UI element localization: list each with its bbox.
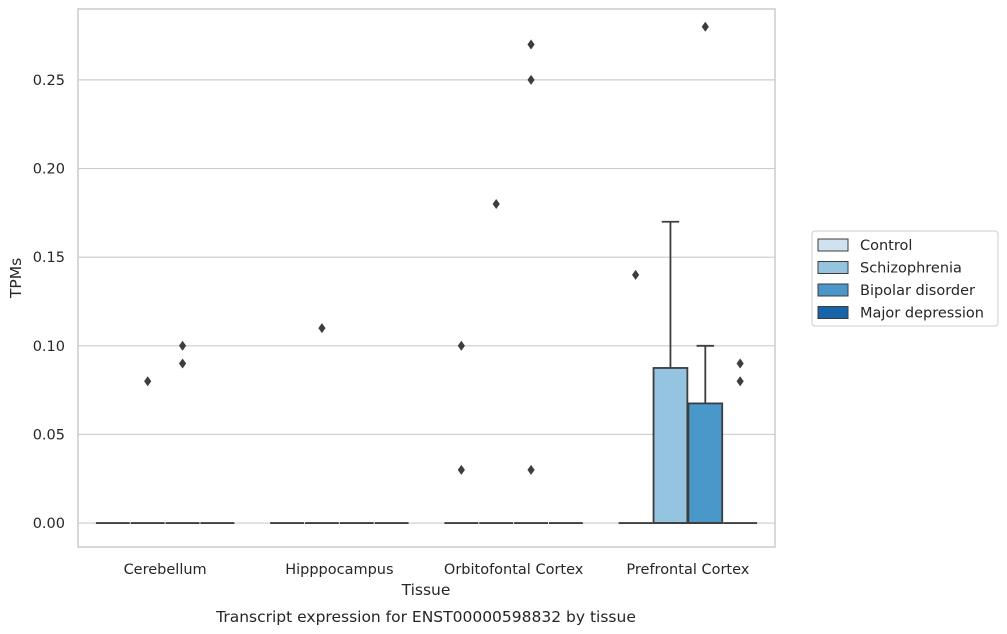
- box-body: [687, 402, 724, 524]
- y-tick-label: 0.25: [33, 73, 65, 89]
- legend-label: Bipolar disorder: [860, 283, 975, 299]
- outlier-point: [736, 376, 744, 387]
- box-body: [652, 367, 689, 524]
- box-1-1: [305, 323, 339, 524]
- y-tick-label: 0.10: [33, 339, 65, 355]
- legend-swatch: [817, 306, 849, 319]
- outlier-point: [318, 323, 326, 334]
- outlier-point: [178, 358, 187, 369]
- outlier-point: [178, 340, 187, 351]
- box-0-1: [130, 376, 165, 524]
- legend-swatch: [817, 283, 849, 297]
- outlier-point: [527, 74, 535, 85]
- box-2-0: [444, 340, 479, 524]
- outlier-point: [632, 269, 640, 280]
- y-tick-label: 0.20: [33, 162, 65, 178]
- x-axis-ticks: Cerebellum Hipppocampus Orbitofontal Corte…: [124, 562, 750, 578]
- x-axis-label: Tissue: [401, 581, 451, 599]
- legend-label: Control: [860, 238, 912, 254]
- legend-swatch: [817, 261, 849, 274]
- x-tick-label: Cerebellum: [124, 562, 207, 578]
- box-2-1: [479, 198, 514, 524]
- y-axis-label: TPMs: [7, 258, 25, 299]
- box-3-1: [652, 220, 689, 524]
- outlier-point: [736, 358, 744, 369]
- box-3-2: [687, 21, 724, 524]
- legend-frame: [811, 230, 999, 327]
- y-tick-label: 0.15: [33, 250, 65, 266]
- y-tick-label: 0.05: [33, 427, 65, 443]
- y-axis-ticks: 0.00 0.05 0.10 0.15 0.20 0.25: [33, 73, 65, 532]
- box-0-2: [165, 340, 200, 524]
- plot-marks: [95, 21, 758, 524]
- legend-swatch: [817, 238, 849, 252]
- x-tick-label: Orbitofontal Cortex: [444, 562, 584, 578]
- legend: Control Schizophrenia Bipolar disorder Majo…: [811, 230, 999, 327]
- outlier-point: [701, 21, 709, 32]
- x-tick-label: Hipppocampus: [285, 562, 393, 578]
- outlier-point: [492, 198, 500, 209]
- outlier-point: [527, 464, 535, 475]
- legend-label: Schizophrenia: [860, 261, 962, 277]
- plot-frame: [77, 8, 776, 548]
- box-3-0: [618, 269, 653, 524]
- outlier-point: [457, 464, 465, 475]
- box-2-2: [514, 39, 548, 524]
- y-tick-label: 0.00: [33, 516, 65, 532]
- box-3-3: [723, 358, 758, 524]
- legend-label: Major depression: [860, 306, 984, 322]
- chart-caption: Transcript expression for ENST0000059883…: [215, 608, 636, 626]
- x-tick-label: Prefrontal Cortex: [626, 562, 749, 578]
- outlier-point: [457, 340, 465, 351]
- outlier-point: [144, 376, 152, 387]
- outlier-point: [527, 39, 535, 50]
